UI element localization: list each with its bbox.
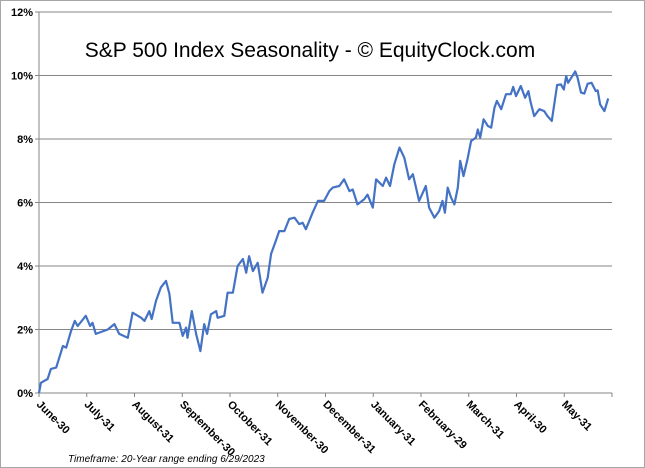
y-tick-label: 10% [11, 71, 33, 83]
x-tick-label: January-31 [368, 399, 418, 449]
timeframe-footnote: Timeframe: 20-Year range ending 6/29/202… [68, 454, 265, 465]
y-tick-label: 0% [17, 388, 33, 400]
y-axis-labels: 0% 2% 4% 6% 8% 10% 12% [11, 7, 33, 400]
y-tick-label: 6% [17, 198, 33, 210]
x-tick-label: May-31 [559, 399, 594, 434]
x-tick-label: August-31 [129, 399, 176, 446]
x-axis-labels: June-30 July-31 August-31 September-30Octob… [34, 399, 594, 459]
x-tick-label: April-30 [511, 399, 548, 436]
gridlines [39, 11, 612, 330]
x-tick-label: February-29 [416, 399, 469, 452]
y-tick-label: 12% [11, 7, 33, 19]
y-tick-label: 2% [17, 325, 33, 337]
axes [35, 11, 613, 397]
y-tick-label: 4% [17, 261, 33, 273]
chart-title: S&P 500 Index Seasonality - © EquityCloc… [85, 39, 535, 62]
x-tick-label: October-31 [225, 399, 275, 449]
x-tick-label: July-31 [82, 399, 117, 434]
x-tick-label: June-30 [34, 399, 72, 437]
plot-series [37, 70, 610, 394]
x-tick-label: March-31 [464, 399, 507, 442]
y-tick-label: 8% [17, 134, 33, 146]
seasonality-line [37, 70, 610, 394]
